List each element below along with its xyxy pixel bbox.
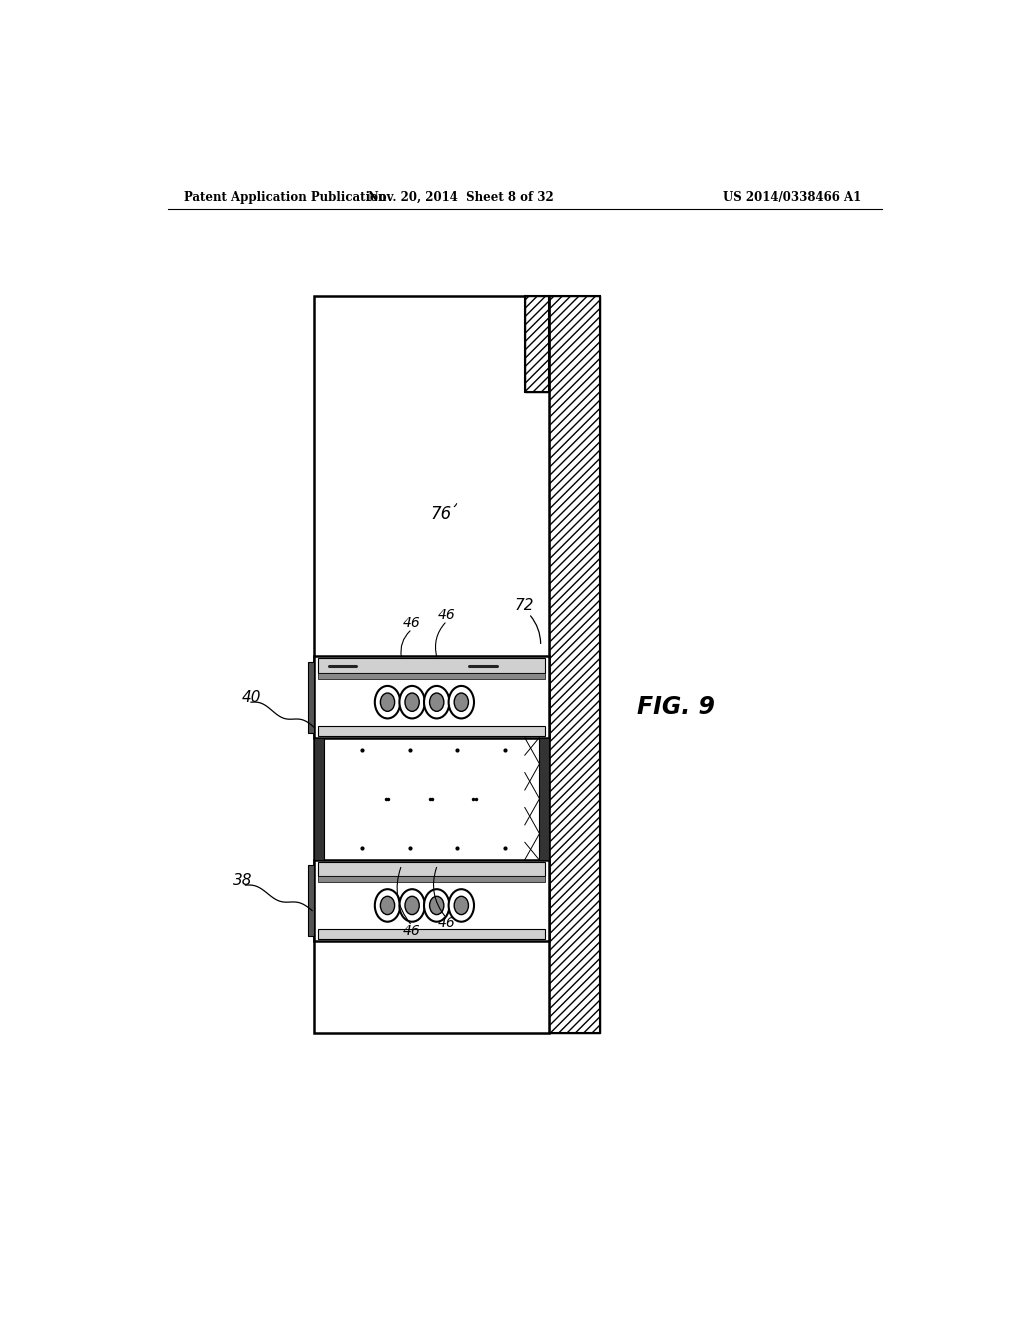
Text: 38: 38 — [233, 873, 253, 887]
Polygon shape — [524, 296, 549, 392]
Text: FIG. 9: FIG. 9 — [637, 696, 715, 719]
Polygon shape — [314, 296, 549, 1032]
Circle shape — [380, 896, 394, 915]
Circle shape — [455, 896, 468, 915]
Polygon shape — [314, 738, 324, 859]
Text: 46: 46 — [403, 924, 421, 939]
Polygon shape — [317, 929, 546, 939]
Circle shape — [449, 890, 474, 921]
Polygon shape — [314, 859, 549, 941]
Text: Patent Application Publication: Patent Application Publication — [183, 190, 386, 203]
Text: 46: 46 — [438, 916, 456, 929]
Text: US 2014/0338466 A1: US 2014/0338466 A1 — [723, 190, 861, 203]
Text: Nov. 20, 2014  Sheet 8 of 32: Nov. 20, 2014 Sheet 8 of 32 — [369, 190, 554, 203]
Circle shape — [399, 686, 425, 718]
Circle shape — [449, 686, 474, 718]
Text: 46: 46 — [438, 607, 456, 622]
Polygon shape — [549, 296, 600, 1032]
Text: 72: 72 — [515, 598, 535, 612]
Circle shape — [375, 686, 400, 718]
Polygon shape — [539, 738, 549, 859]
Circle shape — [430, 693, 443, 711]
Circle shape — [455, 693, 468, 711]
Circle shape — [430, 896, 443, 915]
Polygon shape — [317, 862, 546, 876]
Circle shape — [424, 890, 450, 921]
Circle shape — [404, 693, 419, 711]
Polygon shape — [314, 656, 549, 738]
Text: 40: 40 — [242, 689, 261, 705]
Circle shape — [404, 896, 419, 915]
Polygon shape — [308, 865, 314, 936]
Circle shape — [424, 686, 450, 718]
Text: 46: 46 — [403, 616, 421, 630]
Text: 76: 76 — [431, 506, 453, 523]
Circle shape — [380, 693, 394, 711]
Circle shape — [399, 890, 425, 921]
Polygon shape — [317, 673, 546, 678]
Polygon shape — [317, 876, 546, 882]
Polygon shape — [308, 661, 314, 733]
Polygon shape — [317, 659, 546, 673]
Polygon shape — [317, 726, 546, 735]
Circle shape — [375, 890, 400, 921]
